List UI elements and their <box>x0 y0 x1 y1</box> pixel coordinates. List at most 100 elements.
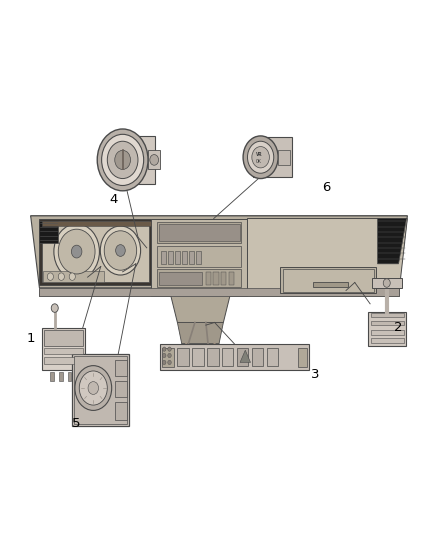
Bar <box>44 348 83 354</box>
Polygon shape <box>368 312 406 346</box>
Polygon shape <box>42 221 151 226</box>
Circle shape <box>58 273 64 280</box>
Polygon shape <box>31 216 407 243</box>
Circle shape <box>168 360 171 365</box>
Polygon shape <box>182 344 219 362</box>
Bar <box>43 271 104 282</box>
Bar <box>192 348 204 366</box>
Bar <box>371 330 404 335</box>
Circle shape <box>115 150 131 169</box>
Circle shape <box>100 226 141 275</box>
Bar <box>115 402 127 420</box>
Polygon shape <box>372 278 402 288</box>
Bar <box>74 356 127 424</box>
Polygon shape <box>39 219 151 285</box>
Circle shape <box>168 347 171 351</box>
Bar <box>115 381 127 397</box>
Bar <box>157 222 241 243</box>
Bar <box>175 251 180 264</box>
Circle shape <box>71 245 82 258</box>
Bar <box>44 330 83 346</box>
Bar <box>283 269 374 292</box>
Bar <box>159 224 240 241</box>
Text: 2: 2 <box>394 321 403 334</box>
Circle shape <box>162 353 166 358</box>
Text: 3: 3 <box>311 368 320 381</box>
Bar <box>50 372 54 381</box>
Bar <box>371 338 404 343</box>
Bar <box>313 282 348 287</box>
Polygon shape <box>31 216 407 288</box>
Circle shape <box>383 279 390 287</box>
Polygon shape <box>378 219 406 264</box>
Circle shape <box>79 371 107 405</box>
Bar <box>39 221 58 243</box>
Circle shape <box>51 304 58 312</box>
Text: 4: 4 <box>110 193 118 206</box>
Circle shape <box>107 141 138 179</box>
Polygon shape <box>39 288 399 296</box>
Bar <box>115 360 127 376</box>
Text: 1: 1 <box>26 332 35 345</box>
Text: OK: OK <box>255 158 261 164</box>
Bar <box>298 348 307 367</box>
Circle shape <box>104 231 137 270</box>
Bar <box>182 251 187 264</box>
Polygon shape <box>240 350 251 362</box>
Polygon shape <box>39 288 399 296</box>
Circle shape <box>162 347 166 351</box>
Bar <box>267 348 278 366</box>
Circle shape <box>97 129 148 191</box>
Polygon shape <box>148 150 160 169</box>
Text: 5: 5 <box>72 417 81 430</box>
Circle shape <box>102 134 144 185</box>
Circle shape <box>88 382 99 394</box>
Circle shape <box>150 155 159 165</box>
Circle shape <box>116 245 125 256</box>
Bar <box>229 272 234 285</box>
Circle shape <box>252 147 269 168</box>
Polygon shape <box>177 322 223 344</box>
Circle shape <box>58 229 95 274</box>
Bar <box>207 348 219 366</box>
Bar <box>44 357 83 364</box>
Polygon shape <box>171 296 230 322</box>
Bar <box>157 269 241 287</box>
Bar <box>77 372 80 381</box>
Bar <box>196 251 201 264</box>
Bar <box>237 348 248 366</box>
Bar <box>59 372 63 381</box>
Bar <box>157 246 241 266</box>
Bar <box>371 321 404 325</box>
Bar <box>68 372 71 381</box>
Bar <box>252 348 263 366</box>
Polygon shape <box>72 354 129 426</box>
Bar <box>213 272 219 285</box>
Bar <box>162 348 174 367</box>
Circle shape <box>69 273 75 280</box>
Bar <box>189 251 194 264</box>
Polygon shape <box>42 221 149 282</box>
Polygon shape <box>280 266 376 293</box>
Text: VR: VR <box>255 152 262 157</box>
Circle shape <box>54 224 99 279</box>
Circle shape <box>47 273 53 280</box>
Bar <box>222 348 233 366</box>
Bar <box>206 272 211 285</box>
Bar <box>159 272 202 285</box>
Circle shape <box>75 366 112 410</box>
Polygon shape <box>253 137 292 177</box>
Polygon shape <box>160 344 309 370</box>
Polygon shape <box>247 219 407 296</box>
Circle shape <box>243 136 278 179</box>
Polygon shape <box>42 328 85 370</box>
Polygon shape <box>151 219 247 296</box>
Text: 6: 6 <box>322 181 331 194</box>
Bar <box>221 272 226 285</box>
Polygon shape <box>107 136 155 184</box>
Circle shape <box>162 360 166 365</box>
Bar <box>168 251 173 264</box>
Bar <box>371 313 404 317</box>
Polygon shape <box>278 150 290 165</box>
Bar <box>177 348 189 366</box>
